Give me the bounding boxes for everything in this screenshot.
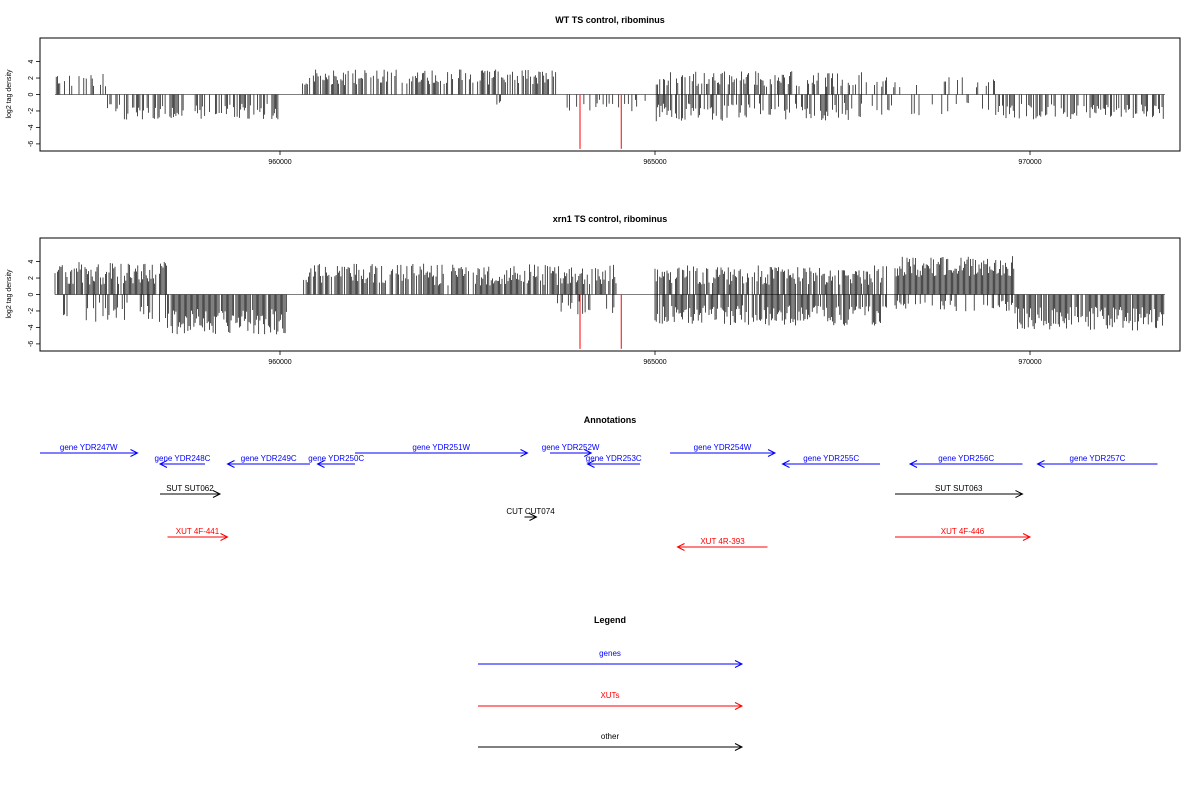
feature-arrow-head	[158, 460, 168, 468]
feature-label: SUT SUT062	[166, 484, 214, 493]
feature-gene-ydr249c: gene YDR249C	[226, 454, 310, 468]
feature-arrow-head	[586, 460, 595, 468]
feature-gene-ydr256c: gene YDR256C	[908, 454, 1023, 468]
y-tick-label: 0	[28, 92, 35, 96]
feature-gene-ydr251w: gene YDR251W	[355, 443, 529, 457]
feature-list: gene YDR247W gene YDR248C gene YDR249C gene…	[40, 443, 1158, 551]
feature-arrow-head	[520, 449, 529, 457]
feature-arrow-head	[676, 543, 685, 551]
y-tick-label: 4	[28, 60, 35, 64]
y-tick-label: 2	[28, 76, 35, 80]
y-axis-label: log2 tag density	[6, 69, 13, 119]
x-axis: 960000 965000 970000	[268, 351, 1042, 366]
panel-title: xrn1 TS control, ribominus	[553, 214, 668, 224]
y-tick-label: -6	[28, 341, 35, 347]
y-axis: -6 -4 -2 0 2 4	[28, 60, 40, 147]
y-tick-label: -4	[28, 124, 35, 130]
legend-arrow-head	[734, 702, 744, 710]
feature-gene-ydr247w: gene YDR247W	[40, 443, 139, 457]
legend-entry-xuts: XUTs	[478, 691, 744, 710]
bars-group	[55, 69, 1165, 149]
legend-entry-genes: genes	[478, 649, 744, 668]
feature-arrow-head	[529, 513, 538, 521]
y-tick-label: 2	[28, 276, 35, 280]
legend-arrow-head	[734, 660, 744, 668]
y-tick-label: -6	[28, 141, 35, 147]
feature-arrow-head	[226, 460, 235, 468]
feature-gene-ydr254w: gene YDR254W	[670, 443, 777, 457]
feature-xut-4f-441: XUT 4F-441	[167, 527, 229, 541]
feature-sut-sut063: SUT SUT063	[895, 484, 1024, 498]
feature-label: gene YDR255C	[803, 454, 859, 463]
legend-title: Legend	[594, 615, 626, 625]
feature-arrow-head	[1036, 460, 1045, 468]
x-tick-label: 965000	[643, 159, 666, 166]
feature-label: SUT SUT063	[935, 484, 983, 493]
feature-xut-4f-446: XUT 4F-446	[895, 527, 1032, 541]
feature-label: gene YDR250C	[308, 454, 364, 463]
xrn1-ts-control-panel: xrn1 TS control, ribominus log2 tag dens…	[6, 214, 1181, 366]
feature-arrow-head	[212, 490, 222, 498]
feature-label: gene YDR254W	[694, 443, 752, 452]
legend-entries: genes XUTs other	[478, 649, 744, 751]
x-tick-label: 960000	[268, 359, 291, 366]
feature-sut-sut062: SUT SUT062	[160, 484, 222, 498]
feature-gene-ydr250c: gene YDR250C	[308, 454, 364, 468]
feature-label: XUT 4F-446	[941, 527, 985, 536]
feature-label: gene YDR247W	[60, 443, 118, 452]
feature-label: XUT 4R-393	[700, 537, 745, 546]
x-tick-label: 965000	[643, 359, 666, 366]
feature-label: XUT 4F-441	[176, 527, 220, 536]
y-tick-label: 4	[28, 260, 35, 264]
bars-group	[54, 256, 1165, 349]
legend: Legend genes XUTs other	[478, 615, 744, 751]
feature-arrow-head	[316, 460, 325, 468]
feature-gene-ydr255c: gene YDR255C	[781, 454, 880, 468]
y-tick-label: 0	[28, 292, 35, 296]
y-tick-label: -2	[28, 308, 35, 314]
wt-ts-control-panel: WT TS control, ribominus log2 tag densit…	[6, 15, 1181, 166]
feature-gene-ydr253c: gene YDR253C	[586, 454, 642, 468]
x-tick-label: 970000	[1018, 159, 1041, 166]
legend-arrow-head	[734, 743, 744, 751]
annotations-title: Annotations	[584, 415, 637, 425]
feature-label: gene YDR252W	[542, 443, 600, 452]
panel-title: WT TS control, ribominus	[555, 15, 665, 25]
y-axis-label: log2 tag density	[6, 269, 13, 319]
legend-label: genes	[599, 649, 621, 658]
feature-label: gene YDR257C	[1070, 454, 1126, 463]
legend-label: other	[601, 732, 620, 741]
feature-arrow-head	[781, 460, 790, 468]
feature-arrow-head	[220, 533, 229, 541]
feature-label: gene YDR256C	[938, 454, 994, 463]
feature-cut-cut074: CUT CUT074	[506, 507, 555, 521]
legend-label: XUTs	[600, 691, 619, 700]
feature-label: gene YDR248C	[155, 454, 211, 463]
feature-xut-4r-393: XUT 4R-393	[676, 537, 768, 551]
feature-arrow-head	[1022, 533, 1032, 541]
feature-gene-ydr252w: gene YDR252W	[542, 443, 600, 457]
y-tick-label: -2	[28, 108, 35, 114]
y-tick-label: -4	[28, 324, 35, 330]
feature-arrow-head	[130, 449, 139, 457]
feature-arrow-head	[1015, 490, 1024, 498]
x-tick-label: 960000	[268, 159, 291, 166]
feature-gene-ydr257c: gene YDR257C	[1036, 454, 1158, 468]
feature-arrow-head	[767, 449, 777, 457]
feature-arrow-head	[908, 460, 918, 468]
legend-entry-other: other	[478, 732, 744, 751]
feature-arrow-head	[584, 449, 593, 457]
feature-label: gene YDR251W	[412, 443, 470, 452]
y-axis: -6 -4 -2 0 2 4	[28, 260, 40, 347]
x-axis: 960000 965000 970000	[268, 151, 1042, 166]
x-tick-label: 970000	[1018, 359, 1041, 366]
feature-label: gene YDR249C	[241, 454, 297, 463]
feature-label: CUT CUT074	[506, 507, 555, 516]
feature-label: gene YDR253C	[586, 454, 642, 463]
feature-gene-ydr248c: gene YDR248C	[155, 454, 211, 468]
